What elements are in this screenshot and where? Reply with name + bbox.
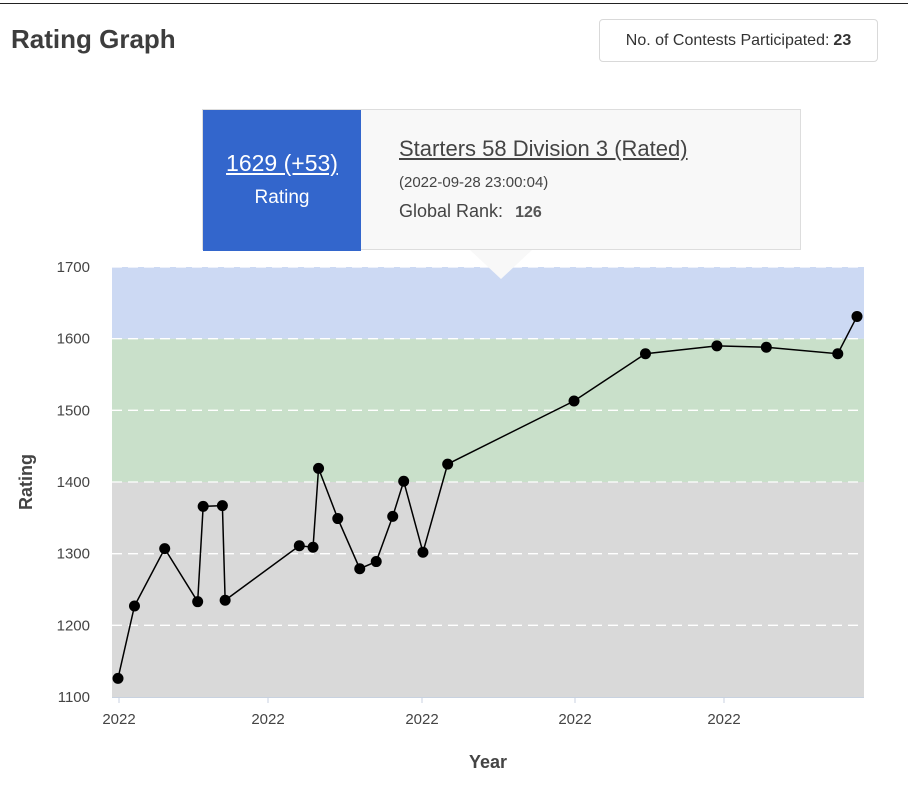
y-axis-title: Rating [16,454,36,510]
y-tick-label: 1100 [58,689,90,706]
rating-point [370,556,382,568]
x-tick-label: 2022 [251,711,284,728]
rating-point [197,500,209,512]
y-tick-label: 1200 [57,617,90,634]
contest-tooltip: 1629 (+53) Rating Starters 58 Division 3… [202,109,801,251]
rating-point [639,348,651,360]
rating-point [313,462,325,474]
rating-point [417,546,429,558]
x-tick-label: 2022 [558,711,591,728]
rating-point [159,543,171,555]
rating-band [112,482,864,697]
rating-point [216,500,228,512]
tooltip-datetime: (2022-09-28 23:00:04) [399,174,549,191]
rating-point [442,458,454,470]
rating-point [128,600,140,612]
rating-point [219,594,231,606]
rating-point [354,563,366,575]
y-tick-label: 1500 [57,402,90,419]
contests-count: 23 [833,31,852,49]
tooltip-rank-label: Global Rank: [399,201,504,221]
rating-point [398,475,410,487]
contests-label: No. of Contests Participated: [625,31,830,49]
rating-point [293,540,305,552]
tooltip-pointer [470,250,532,279]
tooltip-rating-label: Rating [254,187,310,208]
x-tick-label: 2022 [102,711,135,728]
tooltip-contest-link[interactable]: Starters 58 Division 3 (Rated) [399,136,688,161]
y-tick-label: 1400 [57,474,90,491]
y-tick-label: 1300 [57,546,90,563]
rating-point [332,513,344,525]
rating-point [568,395,580,407]
tooltip-rating-panel: 1629 (+53) Rating [203,110,361,251]
x-axis-title: Year [469,752,507,772]
rating-point [307,541,319,553]
rating-point [832,348,844,360]
tooltip-global-rank: Global Rank: 126 [399,201,542,222]
tooltip-rank-value: 126 [515,204,542,221]
rating-point [192,596,204,608]
rating-point [711,340,723,352]
rating-point [760,341,772,353]
rating-point [112,672,124,684]
rating-point [851,310,863,322]
top-divider [0,3,908,4]
y-tick-label: 1600 [57,331,90,348]
rating-point [387,510,399,522]
tooltip-rating-link[interactable]: 1629 (+53) [226,150,338,176]
x-tick-label: 2022 [707,711,740,728]
page-title: Rating Graph [11,24,176,54]
y-tick-label: 1700 [57,259,90,276]
contests-participated-badge: No. of Contests Participated: 23 [599,19,878,62]
x-tick-label: 2022 [405,711,438,728]
